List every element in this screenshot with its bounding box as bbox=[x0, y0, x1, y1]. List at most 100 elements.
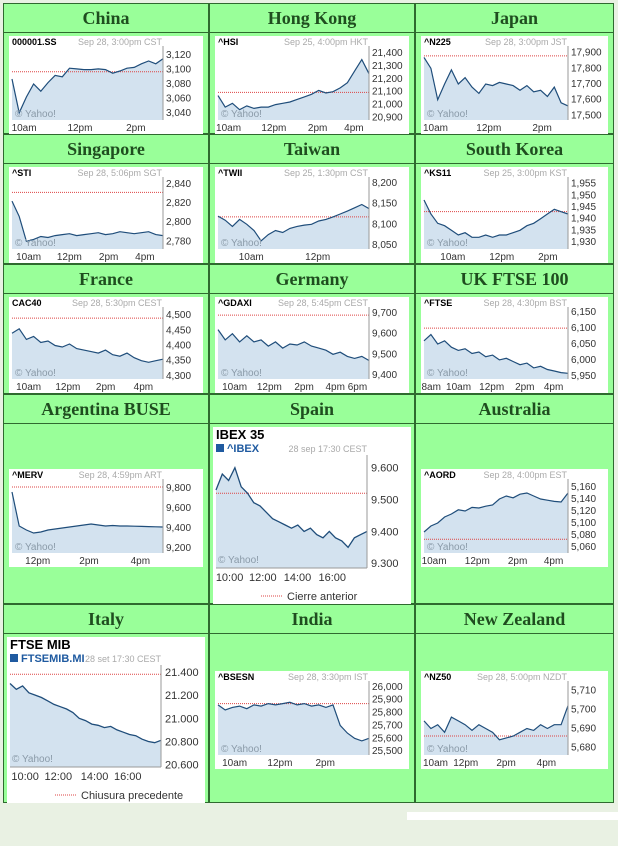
chart-symbol: ^STI bbox=[12, 168, 31, 178]
x-tick-label: 10:00 bbox=[11, 771, 39, 783]
y-tick-label: 21,000 bbox=[372, 100, 403, 111]
index-chart[interactable]: ^BSESN Sep 28, 3:30pm IST 26,000 25,900 25,8… bbox=[215, 671, 409, 769]
series-area bbox=[12, 201, 163, 249]
large-chart-svg: IBEX 35^IBEX 28 sep 17:30 CEST 9.600 9.500 9… bbox=[215, 427, 399, 603]
yahoo-watermark: © Yahoo! bbox=[218, 555, 259, 566]
y-tick-label: 3,060 bbox=[166, 93, 191, 104]
index-chart[interactable]: ^NZ50 Sep 28, 5:00pm NZDT 5,710 5,700 5,690 5… bbox=[421, 671, 608, 769]
y-tick-label: 9,700 bbox=[372, 308, 397, 319]
market-cell-hong-kong: Hong Kong ^HSI Sep 25, 4:00pm HKT 21,400 21,… bbox=[209, 3, 415, 134]
y-tick-label: 5,160 bbox=[571, 482, 596, 493]
x-tick-label: 4pm bbox=[537, 758, 556, 769]
index-chart[interactable]: ^GDAXI Sep 28, 5:45pm CEST 9,700 9,600 9,500… bbox=[215, 297, 409, 393]
yahoo-watermark: © Yahoo! bbox=[221, 238, 262, 249]
x-tick-label: 12pm bbox=[305, 252, 330, 263]
series-line bbox=[423, 492, 569, 533]
scroll-remnant bbox=[407, 812, 618, 820]
chart-symbol: FTSEMIB.MI bbox=[21, 653, 85, 665]
chart-timestamp: 28 set 17:30 CEST bbox=[85, 654, 162, 664]
yahoo-watermark: © Yahoo! bbox=[15, 109, 56, 120]
y-tick-label: 6,000 bbox=[571, 355, 596, 366]
series-line bbox=[9, 683, 162, 744]
market-cell-taiwan: Taiwan ^TWII Sep 25, 1:30pm CST 8,200 8,150 8… bbox=[209, 134, 415, 264]
series-area bbox=[12, 58, 163, 120]
y-tick-label: 21.400 bbox=[165, 667, 199, 679]
y-tick-label: 9,600 bbox=[166, 503, 191, 514]
chart-timestamp: Sep 28, 4:00pm EST bbox=[483, 470, 567, 480]
y-tick-label: 3,040 bbox=[166, 108, 191, 119]
chart-timestamp: Sep 28, 3:30pm IST bbox=[288, 672, 369, 682]
y-tick-label: 17,700 bbox=[571, 79, 602, 90]
x-tick-label: 12pm bbox=[453, 758, 478, 769]
y-tick-label: 21,300 bbox=[372, 61, 403, 72]
y-tick-label: 9,400 bbox=[372, 370, 397, 381]
legend-prev-close-label: Chiusura precedente bbox=[81, 790, 183, 802]
market-cell-france: France CAC40 Sep 28, 5:30pm CEST 4,500 4,450… bbox=[3, 264, 209, 394]
index-chart[interactable]: ^TWII Sep 25, 1:30pm CST 8,200 8,150 8,100 8,… bbox=[215, 167, 409, 263]
x-tick-label: 4pm bbox=[544, 556, 563, 567]
chart-timestamp: Sep 28, 5:00pm NZDT bbox=[477, 672, 568, 682]
y-tick-label: 21.000 bbox=[165, 713, 199, 725]
x-tick-label: 10am bbox=[239, 252, 264, 263]
yahoo-watermark: © Yahoo! bbox=[427, 744, 468, 755]
y-tick-label: 20.800 bbox=[165, 737, 199, 749]
x-tick-label: 12pm bbox=[261, 123, 286, 134]
index-chart[interactable]: FTSE MIB FTSEMIB.MI 28 set 17:30 CEST 21.40… bbox=[7, 637, 205, 803]
index-chart[interactable]: ^KS11 Sep 25, 3:00pm KST 1,955 1,950 1,945 1,… bbox=[421, 167, 608, 263]
x-tick-label: 10am bbox=[423, 758, 448, 769]
market-title: Singapore bbox=[4, 135, 208, 164]
series-area bbox=[218, 204, 369, 249]
y-tick-label: 8,100 bbox=[372, 219, 397, 230]
x-tick-label: 12pm bbox=[67, 123, 92, 134]
index-chart[interactable]: 000001.SS Sep 28, 3:00pm CST 3,120 3,100 3,0… bbox=[9, 36, 203, 134]
chart-timestamp: Sep 25, 4:00pm HKT bbox=[284, 37, 369, 47]
chart-symbol: ^BSESN bbox=[218, 672, 254, 682]
y-tick-label: 4,300 bbox=[166, 371, 191, 382]
market-title: Italy bbox=[4, 605, 208, 634]
series-line bbox=[215, 465, 368, 549]
index-chart[interactable]: ^FTSE Sep 28, 4:30pm BST 6,150 6,100 6,050 6,… bbox=[421, 297, 608, 393]
series-area bbox=[12, 492, 163, 553]
y-tick-label: 17,900 bbox=[571, 48, 602, 59]
y-tick-label: 6,150 bbox=[571, 307, 596, 318]
market-title: France bbox=[4, 265, 208, 294]
y-tick-label: 3,120 bbox=[166, 50, 191, 61]
x-tick-label: 10am bbox=[222, 382, 247, 393]
y-tick-label: 9.500 bbox=[371, 495, 399, 507]
y-tick-label: 9,800 bbox=[166, 483, 191, 494]
index-chart[interactable]: ^HSI Sep 25, 4:00pm HKT 21,400 21,300 21,200… bbox=[215, 36, 409, 134]
x-tick-label: 2pm bbox=[126, 123, 145, 134]
x-tick-label: 14:00 bbox=[81, 771, 109, 783]
index-chart[interactable]: ^STI Sep 28, 5:06pm SGT 2,840 2,820 2,800 2,7… bbox=[9, 167, 203, 263]
y-tick-label: 6,100 bbox=[571, 323, 596, 334]
y-tick-label: 4,400 bbox=[166, 341, 191, 352]
y-tick-label: 6,050 bbox=[571, 339, 596, 350]
series-area bbox=[216, 467, 367, 568]
x-tick-label: 2pm bbox=[96, 382, 115, 393]
market-cell-japan: Japan ^N225 Sep 28, 3:00pm JST 17,900 17,800… bbox=[415, 3, 614, 134]
x-tick-label: 12pm bbox=[476, 123, 501, 134]
y-tick-label: 25,900 bbox=[372, 695, 403, 706]
index-chart[interactable]: ^MERV Sep 28, 4:59pm ART 9,800 9,600 9,400 9,… bbox=[9, 469, 203, 567]
index-chart[interactable]: ^N225 Sep 28, 3:00pm JST 17,900 17,800 17,70… bbox=[421, 36, 608, 134]
series-line bbox=[217, 701, 370, 742]
index-chart[interactable]: IBEX 35 ^IBEX 28 sep 17:30 CEST 9.600 9.500 9… bbox=[213, 427, 411, 604]
y-tick-label: 1,945 bbox=[571, 202, 596, 213]
x-tick-label: 2pm bbox=[308, 123, 327, 134]
y-tick-label: 3,080 bbox=[166, 79, 191, 90]
index-chart[interactable]: ^AORD Sep 28, 4:00pm EST 5,160 5,140 5,120 5,… bbox=[421, 469, 608, 567]
x-tick-label: 4pm bbox=[134, 382, 153, 393]
index-chart[interactable]: CAC40 Sep 28, 5:30pm CEST 4,500 4,450 4,400 4… bbox=[9, 297, 203, 393]
y-tick-label: 9.600 bbox=[371, 463, 399, 475]
y-tick-label: 9.400 bbox=[371, 526, 399, 538]
series-line bbox=[423, 199, 569, 238]
y-tick-label: 2,820 bbox=[166, 198, 191, 209]
y-tick-label: 9,200 bbox=[166, 543, 191, 554]
series-line bbox=[11, 58, 164, 115]
chart-symbol: ^IBEX bbox=[227, 443, 260, 455]
y-tick-label: 9,500 bbox=[372, 349, 397, 360]
series-line bbox=[11, 327, 164, 363]
chart-timestamp: Sep 28, 4:59pm ART bbox=[79, 470, 163, 480]
